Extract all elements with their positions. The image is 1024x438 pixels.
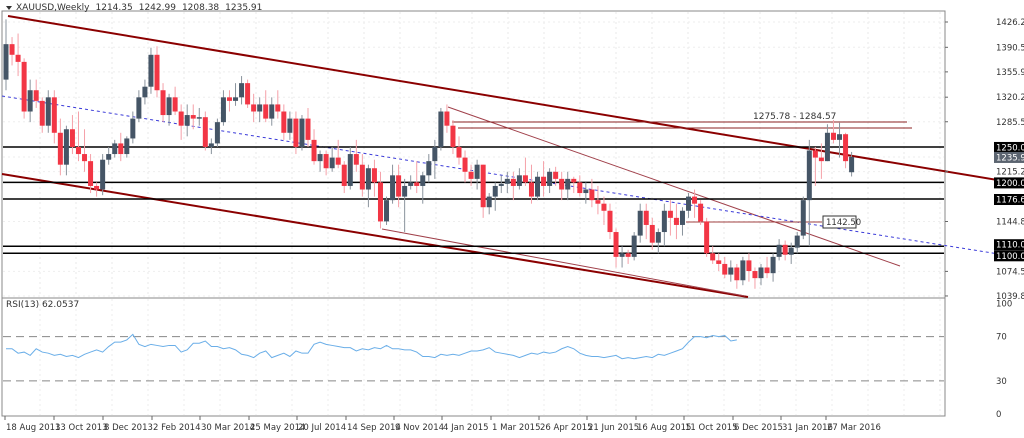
svg-text:0: 0 <box>996 410 1001 420</box>
svg-text:26 Apr 2015: 26 Apr 2015 <box>540 423 593 433</box>
svg-text:30 Mar 2014: 30 Mar 2014 <box>201 423 255 433</box>
rsi-label: RSI(13) 62.0537 <box>6 300 80 310</box>
svg-text:1355.90: 1355.90 <box>996 68 1024 78</box>
svg-text:31 Jan 2016: 31 Jan 2016 <box>782 423 833 433</box>
svg-text:1250.00: 1250.00 <box>996 143 1024 153</box>
price-axis[interactable]: 1426.25 1390.55 1355.90 1320.20 1285.55 1250.… <box>945 18 1024 302</box>
svg-text:1390.55: 1390.55 <box>996 43 1024 53</box>
svg-text:1144.85: 1144.85 <box>996 218 1024 228</box>
annotations: 1275.78 - 1284.57 1142.50 <box>753 112 861 229</box>
svg-text:2 Feb 2014: 2 Feb 2014 <box>153 423 201 433</box>
candlesticks <box>3 19 855 289</box>
dropdown-triangle-icon[interactable] <box>6 5 12 10</box>
svg-text:13 Oct 2013: 13 Oct 2013 <box>55 423 108 433</box>
rsi-indicator: 100 70 30 0 <box>3 299 1012 420</box>
svg-text:27 Mar 2016: 27 Mar 2016 <box>827 423 881 433</box>
svg-text:1 Mar 2015: 1 Mar 2015 <box>492 423 540 433</box>
svg-text:1426.25: 1426.25 <box>996 18 1024 28</box>
svg-text:1200.00: 1200.00 <box>996 179 1024 189</box>
svg-text:18 Aug 2013: 18 Aug 2013 <box>6 423 60 433</box>
svg-text:1039.85: 1039.85 <box>996 292 1024 302</box>
svg-text:1100.00: 1100.00 <box>996 252 1024 262</box>
rsi-panel <box>1 297 946 417</box>
svg-text:25 May 2014: 25 May 2014 <box>250 423 305 433</box>
svg-text:30: 30 <box>996 377 1007 387</box>
chart-header: XAUUSD,Weekly 1214.35 1242.99 1208.38 1235.9… <box>6 3 262 13</box>
symbol-label: XAUUSD,Weekly <box>16 3 90 13</box>
svg-text:6 Dec 2015: 6 Dec 2015 <box>734 423 783 433</box>
svg-text:1074.50: 1074.50 <box>996 267 1024 277</box>
svg-text:20 Jul 2014: 20 Jul 2014 <box>298 423 346 433</box>
main-price-panel <box>1 10 946 299</box>
svg-text:70: 70 <box>996 333 1007 343</box>
svg-text:11 Oct 2015: 11 Oct 2015 <box>685 423 738 433</box>
svg-text:100: 100 <box>996 299 1012 309</box>
open-value: 1214.35 <box>95 3 133 13</box>
svg-text:1285.55: 1285.55 <box>996 118 1024 128</box>
svg-text:1176.60: 1176.60 <box>996 196 1024 206</box>
low-value: 1208.38 <box>181 3 220 13</box>
svg-text:1275.78 - 1284.57: 1275.78 - 1284.57 <box>753 112 836 122</box>
svg-text:14 Sep 2014: 14 Sep 2014 <box>347 423 401 433</box>
svg-text:8 Dec 2013: 8 Dec 2013 <box>104 423 153 433</box>
svg-text:1235.91: 1235.91 <box>996 153 1024 163</box>
svg-text:1215.20: 1215.20 <box>996 168 1024 178</box>
horizontal-levels <box>3 146 944 255</box>
svg-text:16 Aug 2015: 16 Aug 2015 <box>637 423 691 433</box>
svg-text:21 Jun 2015: 21 Jun 2015 <box>588 423 639 433</box>
svg-text:9 Nov 2014: 9 Nov 2014 <box>395 423 444 433</box>
svg-text:1320.20: 1320.20 <box>996 93 1024 103</box>
svg-text:1110.00: 1110.00 <box>996 241 1024 251</box>
svg-text:1142.50: 1142.50 <box>826 218 861 228</box>
close-value: 1235.91 <box>225 3 263 13</box>
high-value: 1242.99 <box>138 3 176 13</box>
svg-text:4 Jan 2015: 4 Jan 2015 <box>443 423 489 433</box>
